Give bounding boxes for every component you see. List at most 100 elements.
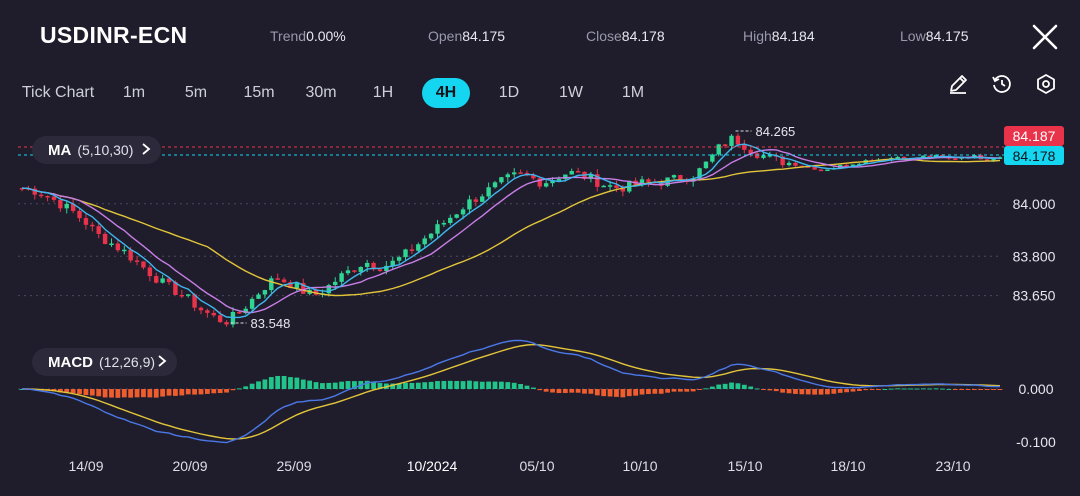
candle-body — [543, 183, 549, 187]
ma-indicator-pill[interactable]: MA (5,10,30) — [32, 136, 162, 164]
candle-body — [844, 164, 849, 167]
macd-histogram-bar — [754, 388, 760, 390]
candle-body — [211, 312, 216, 316]
macd-indicator-pill[interactable]: MACD (12,26,9) — [32, 348, 178, 377]
candle-body — [671, 175, 677, 178]
macd-histogram-bar — [869, 389, 875, 390]
draw-icon — [950, 75, 967, 94]
settings-button[interactable] — [1034, 72, 1058, 96]
macd-histogram-bar — [415, 382, 421, 389]
timeframe-1w[interactable]: 1W — [559, 84, 583, 101]
macd-histogram-bar — [160, 389, 166, 397]
macd-histogram-bar — [281, 375, 287, 389]
candle-body — [217, 315, 223, 323]
macd-histogram-bar — [984, 389, 990, 390]
macd-histogram-bar — [479, 381, 485, 389]
macd-histogram-bar — [601, 389, 607, 397]
candle-body — [173, 282, 178, 295]
timeframe-15m[interactable]: 15m — [243, 84, 275, 101]
timeframe-tick-chart[interactable]: Tick Chart — [21, 84, 95, 101]
draw-tool-button[interactable] — [946, 72, 970, 96]
candle-body — [45, 195, 50, 198]
macd-histogram-bar — [396, 383, 402, 389]
macd-histogram-bar — [639, 389, 645, 395]
macd-histogram-bar — [658, 389, 664, 394]
macd-histogram-bar — [780, 389, 786, 393]
candle-body — [985, 159, 990, 161]
time-axis-label: 14/09 — [68, 458, 103, 474]
candle-body — [364, 262, 370, 267]
candle-body — [83, 218, 89, 225]
macd-histogram-bar — [422, 382, 428, 389]
candle-body — [428, 233, 434, 239]
candle-body — [614, 185, 619, 189]
macd-histogram-bar — [224, 389, 229, 393]
timeframe-30m[interactable]: 30m — [305, 84, 337, 101]
macd-histogram-bar — [665, 389, 671, 393]
macd-histogram-bar — [141, 389, 146, 398]
macd-histogram-bar — [856, 389, 862, 391]
timeframe-1h[interactable]: 1H — [372, 84, 394, 101]
candle-body — [249, 298, 255, 309]
macd-histogram-bar — [173, 389, 178, 396]
candle-body — [371, 262, 376, 270]
macd-histogram-bar — [185, 389, 191, 395]
macd-histogram-bar — [741, 384, 747, 389]
candle-body — [703, 161, 709, 169]
candle-body — [818, 169, 824, 172]
macd-axis-label: -0.100 — [1016, 434, 1056, 450]
candle-body — [326, 285, 332, 294]
candle-body — [38, 194, 44, 197]
time-axis-label: 23/10 — [935, 458, 970, 474]
candle-body — [754, 153, 760, 158]
macd-histogram-bar — [626, 389, 632, 397]
macd-histogram-bar — [850, 389, 856, 392]
candle-body — [102, 233, 108, 244]
chevron-right-icon — [157, 349, 167, 377]
macd-histogram-bar — [620, 389, 626, 398]
ask-price-label: 84.187 — [1013, 128, 1056, 144]
time-axis-label: 25/09 — [276, 458, 311, 474]
macd-histogram-bar — [198, 389, 204, 395]
macd-histogram-bar — [543, 389, 549, 392]
macd-histogram-bar — [64, 389, 70, 393]
macd-histogram-bar — [473, 381, 479, 389]
candle-body — [786, 162, 792, 166]
macd-histogram-bar — [320, 383, 325, 389]
time-tool-button[interactable] — [990, 72, 1014, 96]
candle-body — [748, 149, 753, 154]
candle-body — [486, 187, 491, 197]
time-axis-label: 10/10 — [622, 458, 657, 474]
close-button[interactable] — [1030, 22, 1060, 52]
candle-body — [812, 166, 817, 170]
macd-histogram-bar — [697, 389, 702, 390]
candle-body — [32, 188, 37, 195]
candle-body — [409, 249, 415, 251]
candle-body — [595, 174, 600, 187]
candle-body — [454, 214, 459, 218]
candle-body — [352, 270, 357, 272]
macd-histogram-bar — [722, 383, 728, 389]
timeframe-5m[interactable]: 5m — [184, 84, 208, 101]
candle-body — [269, 278, 274, 291]
candle-body — [499, 177, 504, 183]
macd-histogram-bar — [825, 389, 830, 395]
candle-body — [933, 154, 939, 158]
timeframe-bar: Tick Chart 1m 5m 15m 30m 1H 4H 1D 1W 1M — [0, 78, 900, 110]
candle-body — [588, 174, 594, 179]
ma30-line — [21, 158, 1001, 297]
macd-histogram-bar — [211, 389, 217, 394]
candle-body — [563, 174, 568, 180]
macd-histogram-bar — [351, 381, 357, 389]
candle-body — [384, 265, 389, 272]
macd-histogram-bar — [102, 389, 108, 398]
timeframe-1mo[interactable]: 1M — [621, 84, 645, 101]
candle-body — [422, 238, 427, 245]
macd-histogram-bar — [447, 380, 453, 389]
timeframe-1d[interactable]: 1D — [498, 84, 520, 101]
timeframe-4h[interactable]: 4H — [422, 78, 470, 108]
candle-body — [64, 203, 69, 209]
timeframe-1m[interactable]: 1m — [122, 84, 146, 101]
macd-histogram-bar — [467, 380, 472, 389]
